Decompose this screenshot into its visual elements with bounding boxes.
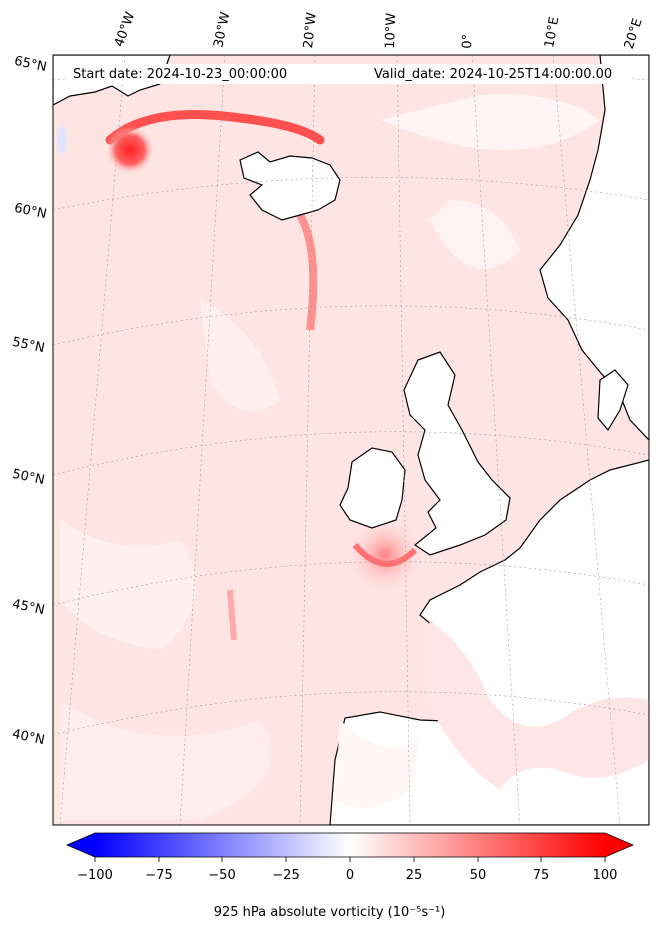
colorbar-tick: −25 [272, 868, 300, 883]
ireland-coast [339, 447, 406, 529]
colorbar-tick: −50 [208, 868, 236, 883]
colorbar-tick: −100 [77, 868, 113, 883]
colorbar-tick: −75 [145, 868, 173, 883]
norway-coast [539, 55, 649, 441]
lon-label-10w: 10°W [383, 12, 400, 49]
colorbar [65, 832, 635, 862]
colorbar-tick: 25 [405, 868, 423, 883]
colorbar-tick: 50 [469, 868, 487, 883]
vorticity-field [53, 55, 649, 825]
colorbar-tick: 75 [532, 868, 550, 883]
map-frame [52, 54, 650, 826]
colorbar-title: 925 hPa absolute vorticity (10⁻⁵s⁻¹) [213, 905, 446, 920]
great-britain-coast [403, 351, 511, 556]
header-strip [66, 64, 632, 84]
colorbar-low-extension [67, 833, 95, 857]
graticule [53, 55, 649, 825]
iceland-coast [239, 151, 341, 221]
valid-date-label: Valid_date: 2024-10-25T14:00:00.00 [374, 67, 613, 82]
colorbar-high-extension [605, 833, 633, 857]
colorbar-tick: 0 [345, 868, 355, 883]
denmark-coast [597, 369, 629, 432]
lon-label-0: 0° [460, 33, 476, 49]
start-date-label: Start date: 2024-10-23_00:00:00 [73, 67, 288, 82]
colorbar-tick: 100 [592, 868, 618, 883]
